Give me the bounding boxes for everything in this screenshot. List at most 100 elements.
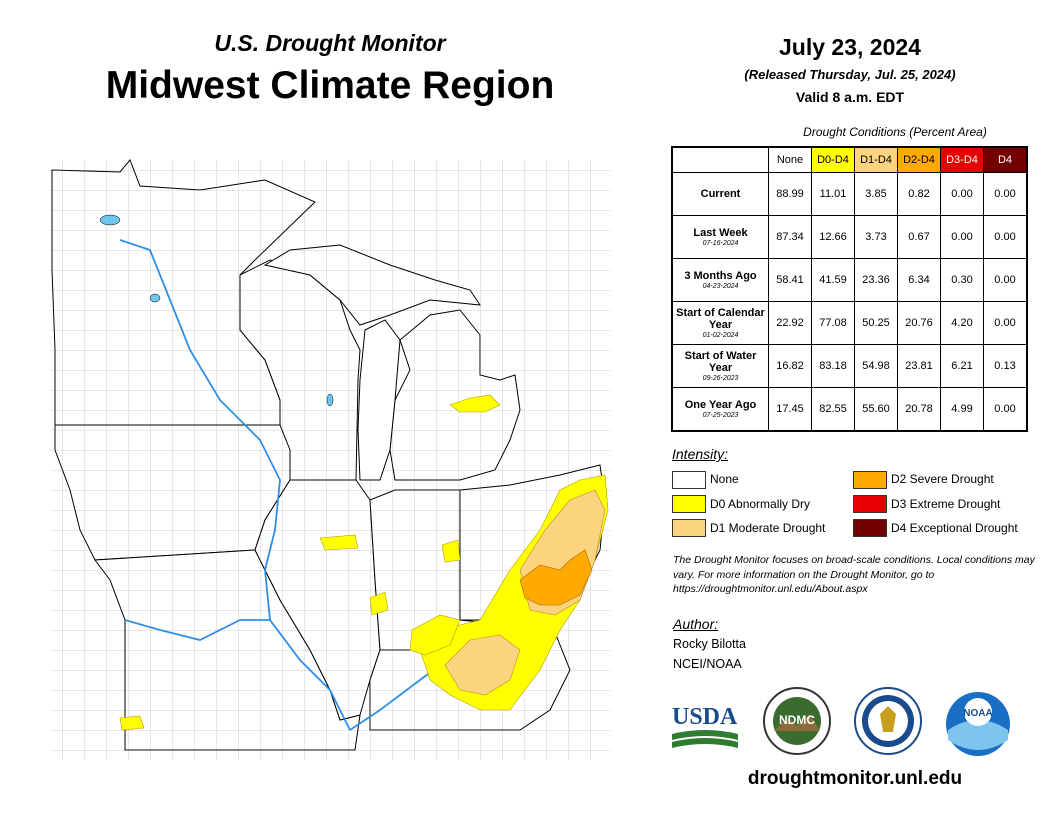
row-date: 07-16-2024	[702, 239, 739, 247]
d1-kentucky-north	[444, 634, 521, 696]
table-cell: 41.59	[811, 258, 855, 302]
table-cell: 12.66	[811, 215, 855, 259]
column-header: D4	[983, 146, 1028, 173]
legend-title: Intensity:	[672, 446, 729, 462]
table-cell: 6.21	[940, 344, 984, 388]
table-cell: 0.00	[983, 215, 1028, 259]
column-header: None	[768, 146, 812, 173]
row-date: 04-23-2024	[702, 282, 739, 290]
table-cell: 0.82	[897, 172, 941, 216]
legend-label: D0 Abnormally Dry	[710, 497, 811, 511]
usda-logo-text: USDA	[672, 704, 738, 730]
ndmc-logo-text: NDMC	[779, 713, 815, 727]
usda-logo: USDA	[672, 704, 738, 748]
row-date: 01-02-2024	[702, 331, 739, 339]
lower-michigan	[389, 309, 521, 481]
noaa-logo-text: NOAA	[963, 708, 992, 719]
table-row: Start of Calendar Year 01-02-2024 22.92 7…	[671, 301, 1028, 345]
d2-ohio-east	[519, 549, 593, 606]
row-label: Start of Calendar Year 01-02-2024	[671, 301, 769, 345]
website-url[interactable]: droughtmonitor.unl.edu	[747, 768, 963, 789]
table-cell: 82.55	[811, 387, 855, 432]
table-cell: 88.99	[768, 172, 812, 216]
mississippi-river	[119, 239, 351, 731]
legend-swatch-d2	[853, 471, 887, 489]
d0-indiana-central	[441, 539, 461, 563]
table-cell: 58.41	[768, 258, 812, 302]
table-row: Current 88.99 11.01 3.85 0.82 0.00 0.00	[671, 172, 1028, 216]
row-label-text: Current	[700, 188, 741, 200]
table-cell: 6.34	[897, 258, 941, 302]
table-cell: 4.99	[940, 387, 984, 432]
table-cell: 0.00	[983, 172, 1028, 216]
table-row: 3 Months Ago 04-23-2024 58.41 41.59 23.36…	[671, 258, 1028, 302]
table-cell: 17.45	[768, 387, 812, 432]
d0-michigan	[449, 394, 501, 413]
row-label-text: 3 Months Ago	[684, 269, 757, 282]
row-label: Last Week 07-16-2024	[671, 215, 769, 259]
commerce-seal-logo	[854, 687, 922, 755]
column-header: D2-D4	[897, 146, 941, 173]
map-subtitle: U.S. Drought Monitor	[214, 30, 446, 56]
table-cell: 50.25	[854, 301, 898, 345]
row-date: 09-26-2023	[702, 374, 739, 382]
legend-swatch-d3	[853, 495, 887, 513]
release-date: (Released Thursday, Jul. 25, 2024)	[744, 67, 956, 82]
table-cell: 22.92	[768, 301, 812, 345]
table-row: Last Week 07-16-2024 87.34 12.66 3.73 0.6…	[671, 215, 1028, 259]
table-cell: 20.78	[897, 387, 941, 432]
column-header: D0-D4	[811, 146, 855, 173]
table-cell: 0.30	[940, 258, 984, 302]
table-cell: 77.08	[811, 301, 855, 345]
disclaimer-note: The Drought Monitor focuses on broad-sca…	[673, 554, 1035, 595]
row-label-text: Start of Calendar Year	[676, 306, 765, 331]
map-title: Midwest Climate Region	[105, 64, 555, 107]
noaa-logo: NOAA	[946, 692, 1010, 756]
iowa-state	[54, 424, 291, 561]
table-cell: 16.82	[768, 344, 812, 388]
author-name: Rocky Bilotta	[673, 637, 746, 651]
table-row: One Year Ago 07-25-2023 17.45 82.55 55.60…	[671, 387, 1028, 432]
legend-label: D2 Severe Drought	[891, 472, 994, 486]
table-title: Drought Conditions (Percent Area)	[803, 125, 987, 139]
author-org: NCEI/NOAA	[673, 657, 742, 671]
row-label: Current	[671, 172, 769, 216]
column-header: D1-D4	[854, 146, 898, 173]
table-cell: 4.20	[940, 301, 984, 345]
d0-missouri-sw	[119, 715, 145, 731]
lake-mille-lacs	[149, 293, 161, 303]
d0-indiana-south	[409, 614, 461, 656]
column-header: D3-D4	[940, 146, 984, 173]
lake-michigan	[357, 319, 401, 481]
legend-label: D3 Extreme Drought	[891, 497, 1001, 511]
row-label: 3 Months Ago 04-23-2024	[671, 258, 769, 302]
row-date: 07-25-2023	[702, 411, 739, 419]
table-cell: 0.00	[983, 301, 1028, 345]
table-cell: 0.00	[983, 258, 1028, 302]
drought-stats-table: None D0-D4 D1-D4 D2-D4 D3-D4 D4 Current …	[671, 146, 1028, 432]
author-heading: Author:	[673, 616, 719, 632]
row-label-text: Last Week	[693, 226, 748, 239]
legend-swatch-d4	[853, 519, 887, 537]
table-cell: 55.60	[854, 387, 898, 432]
legend-label: D4 Exceptional Drought	[891, 521, 1018, 535]
table-cell: 0.00	[940, 172, 984, 216]
legend-swatch-none	[672, 471, 706, 489]
legend-swatch-d0	[672, 495, 706, 513]
table-cell: 54.98	[854, 344, 898, 388]
legend-swatch-d1	[672, 519, 706, 537]
legend-label: None	[710, 472, 739, 486]
table-cell: 3.73	[854, 215, 898, 259]
missouri-river	[124, 619, 270, 641]
row-label: One Year Ago 07-25-2023	[671, 387, 769, 432]
table-cell: 0.67	[897, 215, 941, 259]
table-cell: 87.34	[768, 215, 812, 259]
row-label-text: Start of Water Year	[684, 349, 757, 374]
midwest-drought-map	[50, 159, 610, 760]
table-cell: 0.00	[983, 387, 1028, 432]
table-row: Start of Water Year 09-26-2023 16.82 83.1…	[671, 344, 1028, 388]
d0-illinois	[319, 534, 359, 551]
valid-time: Valid 8 a.m. EDT	[795, 89, 905, 105]
table-cell: 23.81	[897, 344, 941, 388]
lake-red	[99, 214, 121, 226]
